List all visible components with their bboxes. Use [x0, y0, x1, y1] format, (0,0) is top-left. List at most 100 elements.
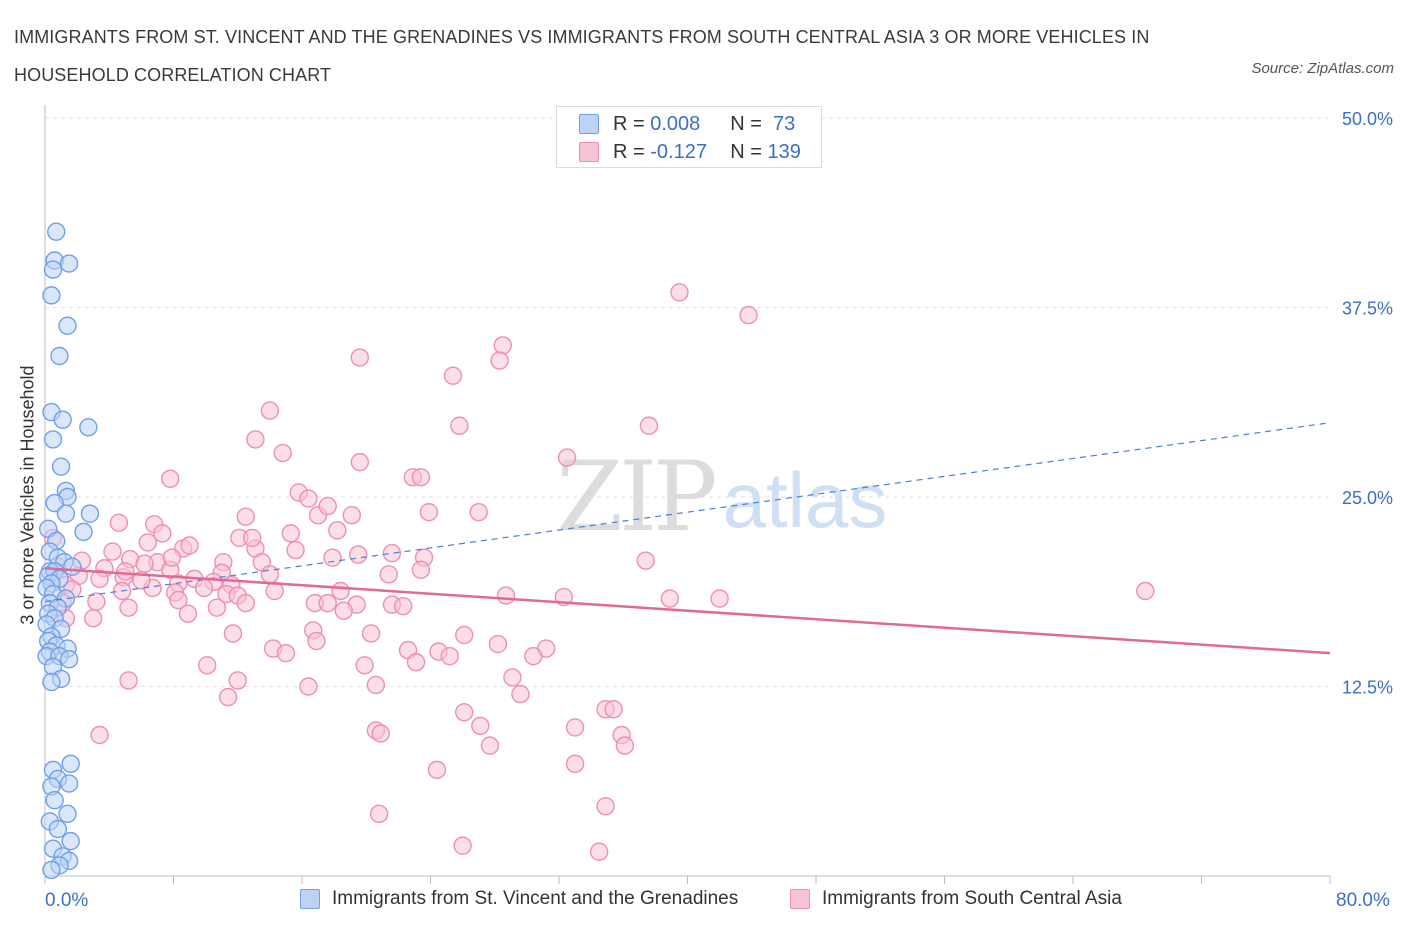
pink-point: [379, 565, 398, 584]
pink-swatch-icon: [579, 142, 599, 162]
legend-r-label: R =: [613, 112, 651, 135]
pink-point: [135, 554, 154, 573]
pink-point: [350, 348, 370, 367]
pink-point: [281, 524, 300, 543]
pink-point: [455, 625, 474, 645]
legend-r-label: R =: [613, 140, 651, 163]
correlation-legend: R = 0.008 N = 73 R = -0.127 N = 139: [556, 106, 822, 168]
blue-point: [59, 254, 79, 273]
legend-item-south-central-asia: Immigrants from South Central Asia: [790, 888, 1122, 910]
blue-point: [59, 650, 79, 669]
pink-point: [411, 560, 431, 579]
axes: [44, 105, 1331, 884]
pink-point: [411, 468, 431, 487]
pink-point: [450, 416, 469, 435]
legend-n-label: N =: [730, 140, 768, 163]
pink-point: [382, 543, 402, 563]
pink-point: [496, 586, 516, 605]
pink-point: [207, 598, 227, 617]
pink-point: [162, 548, 182, 567]
pink-point: [350, 452, 370, 472]
pink-point: [565, 754, 585, 774]
pink-point: [180, 536, 199, 555]
pink-point: [427, 760, 447, 780]
pink-point: [455, 703, 474, 722]
pink-point: [83, 609, 103, 628]
pink-point: [307, 631, 326, 651]
pink-point: [246, 430, 265, 449]
blue-point: [50, 346, 69, 366]
y-tick-label: 12.5%: [1342, 678, 1393, 698]
tick-labels: 12.5% 25.0% 37.5% 50.0%: [1342, 109, 1393, 698]
blue-swatch-icon: [579, 114, 599, 134]
pink-point: [178, 604, 198, 623]
pink-point: [349, 545, 368, 564]
pink-point: [355, 656, 374, 675]
pink-point: [273, 443, 292, 463]
trend-line-pink: [44, 567, 1331, 655]
y-axis-label: 3 or more Vehicles in Household: [17, 365, 38, 625]
y-tick-label: 37.5%: [1342, 299, 1393, 319]
blue-point: [56, 504, 76, 523]
legend-n-label: N =: [730, 112, 768, 135]
pink-point: [331, 581, 350, 601]
pink-point: [161, 469, 180, 489]
watermark-atlas: atlas: [723, 456, 888, 544]
legend-item-st-vincent: Immigrants from St. Vincent and the Gren…: [300, 888, 738, 910]
pink-point: [453, 836, 472, 855]
pink-point: [589, 842, 609, 861]
pink-point: [366, 675, 386, 695]
pink-point: [443, 366, 463, 385]
blue-point: [42, 860, 61, 880]
blue-point: [58, 316, 77, 335]
pink-point: [328, 521, 347, 540]
pink-point: [557, 448, 577, 467]
pink-point: [260, 565, 280, 584]
y-tick-label: 25.0%: [1342, 488, 1393, 508]
series-legend: Immigrants from St. Vincent and the Gren…: [0, 888, 1406, 918]
pink-point: [90, 725, 109, 745]
pink-point: [318, 496, 337, 516]
pink-point: [218, 687, 238, 707]
pink-point: [228, 671, 247, 690]
blue-point: [43, 260, 63, 279]
legend-row-blue: R = 0.008 N = 73: [579, 110, 795, 138]
pink-point: [710, 589, 729, 608]
pink-point: [260, 401, 280, 420]
blue-point: [51, 457, 71, 476]
pink-point: [471, 716, 490, 736]
blue-point: [58, 804, 77, 824]
legend-row-pink: R = -0.127 N = 139: [579, 138, 801, 166]
blue-point: [45, 493, 64, 513]
pink-point: [109, 513, 129, 532]
trend-line-blue: [44, 422, 1331, 603]
pink-point: [194, 578, 214, 598]
blue-point: [80, 504, 100, 523]
blue-point: [48, 819, 68, 839]
pink-point: [511, 684, 530, 704]
pink-point: [119, 598, 138, 617]
blue-point: [45, 791, 64, 810]
pink-point: [169, 590, 188, 610]
legend-n-value: 73: [767, 112, 796, 135]
pink-point: [503, 668, 522, 687]
pink-point: [604, 700, 623, 719]
blue-point: [61, 831, 80, 851]
pink-point: [480, 736, 500, 755]
blue-point: [61, 754, 80, 774]
blue-point: [43, 430, 63, 449]
blue-point: [63, 557, 82, 576]
pink-point: [440, 646, 459, 666]
pink-point: [639, 416, 659, 435]
pink-point: [299, 677, 318, 696]
pink-point: [90, 569, 109, 589]
legend-r-value: -0.127: [650, 140, 707, 163]
pink-point: [488, 634, 508, 654]
pink-point: [276, 643, 296, 663]
pink-point: [153, 524, 172, 543]
series-pink-points: [43, 283, 1155, 861]
pink-point: [615, 736, 635, 755]
watermark: ZIP atlas: [556, 441, 887, 553]
pink-point: [119, 671, 138, 690]
